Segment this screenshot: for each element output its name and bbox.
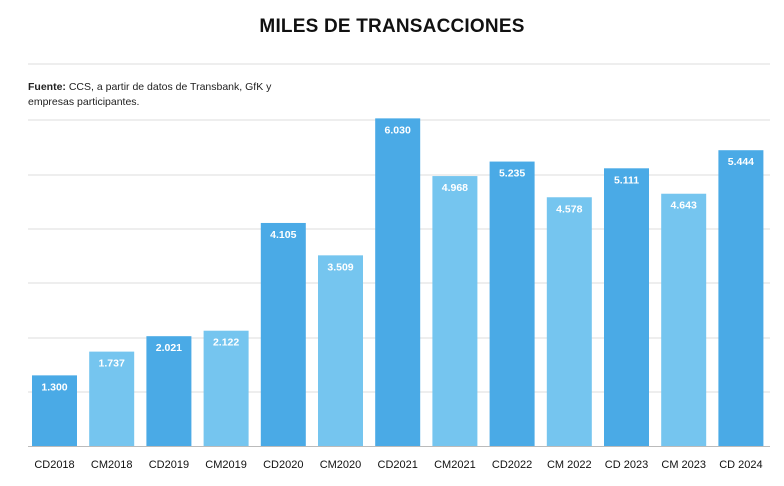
x-tick-label-cd2022: CD2022 xyxy=(492,459,532,471)
bar-cd2022 xyxy=(489,161,535,446)
source-label: Fuente: xyxy=(28,81,66,93)
bar-cm2021 xyxy=(432,176,478,446)
x-tick-label-cd2020: CD2020 xyxy=(263,459,303,471)
x-tick-label-cm2023: CM 2023 xyxy=(661,459,706,471)
value-label-cm2021: 4.968 xyxy=(442,182,468,194)
bar-cm2023 xyxy=(661,193,707,446)
x-tick-label-cm2022: CM 2022 xyxy=(547,459,592,471)
x-tick-label-cm2020: CM2020 xyxy=(320,459,362,471)
bar-cd2020 xyxy=(260,222,306,446)
bar-cm2020 xyxy=(318,255,363,446)
bar-cd2019 xyxy=(146,336,192,446)
value-label-cd2018: 1.300 xyxy=(41,381,67,393)
value-label-cm2019: 2.122 xyxy=(213,337,239,349)
x-tick-label-cd2018: CD2018 xyxy=(34,459,74,471)
bar-cd2023 xyxy=(604,168,649,446)
x-tick-label-cd2019: CD2019 xyxy=(149,459,189,471)
x-tick-label-cm2018: CM2018 xyxy=(91,459,133,471)
bar-cm2019 xyxy=(203,330,249,446)
value-label-cd2020: 4.105 xyxy=(270,229,296,241)
chart-title: MILES DE TRANSACCIONES xyxy=(259,16,525,37)
value-label-cd2021: 6.030 xyxy=(385,124,411,136)
bar-cd2021 xyxy=(375,118,421,447)
value-label-cm2020: 3.509 xyxy=(327,261,353,273)
bar-cd2024 xyxy=(718,150,764,446)
x-tick-label-cd2024: CD 2024 xyxy=(719,459,762,471)
x-tick-label-cm2021: CM2021 xyxy=(434,459,476,471)
value-label-cd2023: 5.111 xyxy=(614,174,639,186)
value-label-cm2022: 4.578 xyxy=(556,203,582,215)
source-note: Fuente: CCS, a partir de datos de Transb… xyxy=(28,80,288,110)
value-label-cm2023: 4.643 xyxy=(671,200,697,212)
bar-cm2018 xyxy=(89,351,135,446)
value-label-cm2018: 1.737 xyxy=(99,358,125,370)
source-text: CCS, a partir de datos de Transbank, GfK… xyxy=(28,81,272,108)
x-tick-label-cm2019: CM2019 xyxy=(205,459,247,471)
x-tick-label-cd2023: CD 2023 xyxy=(605,459,648,471)
value-label-cd2019: 2.021 xyxy=(156,342,182,354)
value-label-cd2024: 5.444 xyxy=(728,156,754,168)
x-tick-label-cd2021: CD2021 xyxy=(378,459,418,471)
bar-cm2022 xyxy=(546,197,592,446)
value-label-cd2022: 5.235 xyxy=(499,168,525,180)
bar-cd2018 xyxy=(32,375,77,446)
